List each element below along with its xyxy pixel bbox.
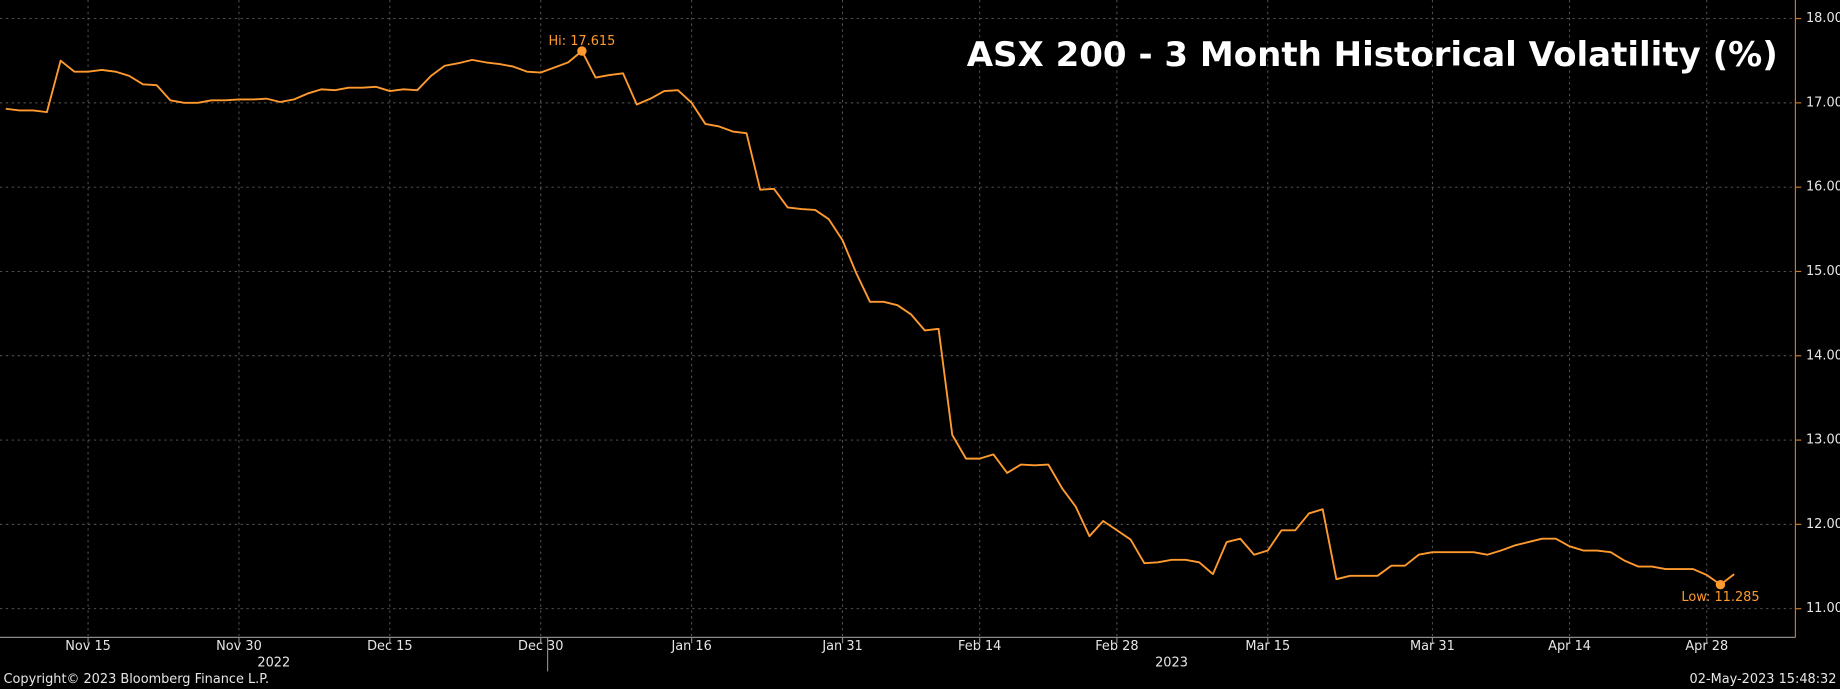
- value-label: Hi: 17.615: [548, 34, 615, 49]
- extreme-marker: [1715, 579, 1726, 590]
- chart-title: ASX 200 - 3 Month Historical Volatility …: [967, 35, 1778, 75]
- x-tick-label: Feb 28: [1095, 639, 1138, 654]
- year-label: 2023: [1155, 656, 1188, 671]
- y-tick-label: 11.00: [1806, 601, 1840, 616]
- x-tick-label: Dec 15: [367, 639, 412, 654]
- y-tick-label: 14.00: [1806, 348, 1840, 363]
- x-tick-label: Apr 28: [1685, 639, 1728, 654]
- x-tick-label: Nov 15: [65, 639, 111, 654]
- x-tick-label: Feb 14: [958, 639, 1001, 654]
- x-tick-label: Nov 30: [216, 639, 262, 654]
- x-tick-label: Dec 30: [518, 639, 563, 654]
- y-tick-label: 13.00: [1806, 433, 1840, 448]
- y-tick-label: 18.00: [1806, 11, 1840, 26]
- x-tick-label: Jan 31: [821, 639, 862, 654]
- x-tick-label: Mar 15: [1245, 639, 1290, 654]
- x-tick-label: Apr 14: [1548, 639, 1591, 654]
- y-tick-label: 17.00: [1806, 95, 1840, 110]
- y-tick-label: 12.00: [1806, 517, 1840, 532]
- x-tick-label: Mar 31: [1410, 639, 1455, 654]
- timestamp: 02-May-2023 15:48:32: [1690, 672, 1837, 687]
- data-line: [5, 50, 1735, 586]
- extreme-marker: [577, 46, 587, 56]
- x-tick-label: Jan 16: [670, 639, 711, 654]
- source-note: Copyright© 2023 Bloomberg Finance L.P.: [4, 672, 270, 687]
- value-label: Low: 11.285: [1681, 590, 1759, 605]
- y-tick-label: 16.00: [1806, 180, 1840, 195]
- year-label: 2022: [257, 656, 290, 671]
- y-tick-label: 15.00: [1806, 264, 1840, 279]
